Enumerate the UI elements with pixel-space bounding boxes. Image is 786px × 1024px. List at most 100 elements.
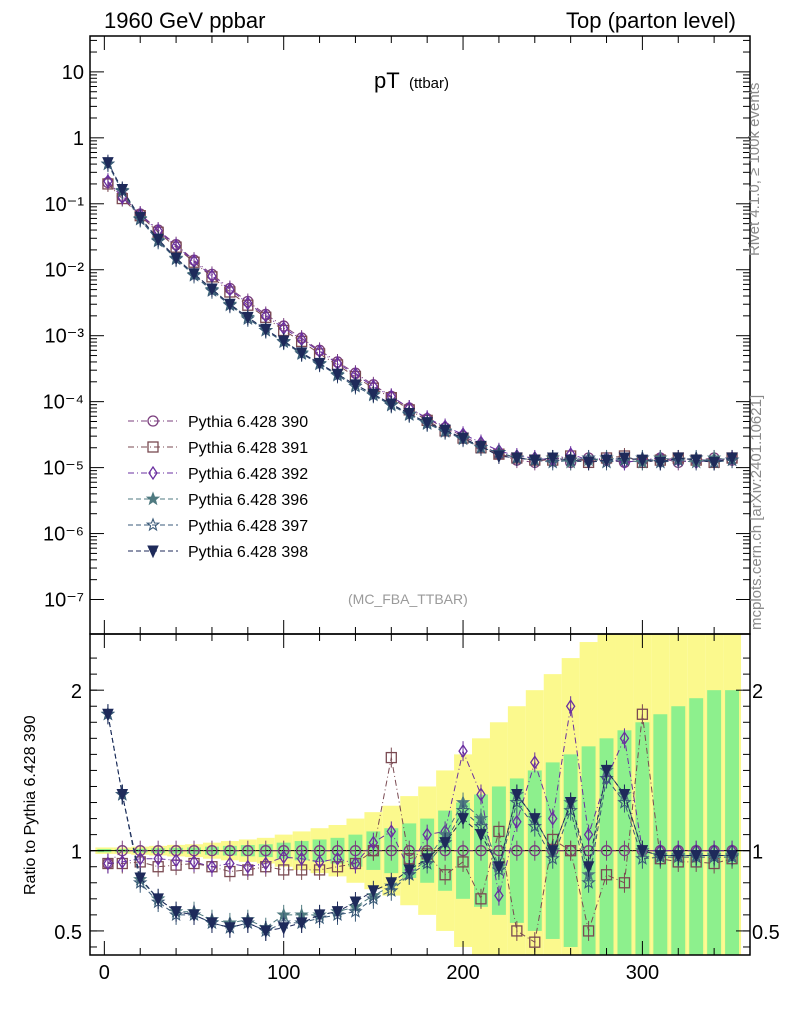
ratio-point	[511, 925, 523, 937]
ratio-point	[242, 845, 254, 857]
ratio-point	[259, 925, 272, 939]
band-inner	[635, 722, 650, 955]
main-ytick-label: 10⁻²	[45, 260, 85, 282]
legend-marker	[145, 517, 161, 532]
ratio-point	[457, 813, 469, 826]
main-point	[259, 323, 272, 337]
ratio-point	[527, 819, 542, 833]
main-point	[331, 368, 344, 382]
legend-marker	[147, 415, 159, 427]
ratio-point	[385, 877, 398, 890]
main-point	[152, 233, 164, 247]
ratio-point	[635, 851, 650, 865]
ratio-point	[457, 856, 469, 868]
main-point	[242, 311, 254, 325]
ratio-point	[385, 845, 397, 857]
ratio-ytick-label: 0.5	[54, 922, 82, 944]
ratio-point	[618, 845, 631, 857]
main-point	[600, 454, 613, 468]
ratio-frame	[89, 633, 751, 956]
band-inner	[689, 698, 704, 955]
side-label-top: Rivet 4.1.0, ≥ 100k events	[746, 82, 763, 256]
ratio-ytick-label-right: 0.5	[752, 922, 780, 944]
ratio-point	[134, 872, 146, 886]
main-point	[636, 454, 649, 468]
ratio-point	[618, 789, 631, 802]
main-point	[116, 183, 129, 197]
ratio-point	[618, 877, 631, 889]
ratio-point	[600, 764, 613, 778]
ratio-point	[386, 824, 397, 839]
ratio-point	[546, 845, 559, 858]
ratio-point	[116, 789, 129, 802]
ratio-point	[493, 825, 505, 838]
main-ytick-label: 10⁻⁵	[43, 458, 84, 480]
axis-ticks: 10 1 10⁻¹ 10⁻² 10⁻³ 10⁻⁴ 10⁻⁵ 10⁻⁶ 10⁻⁷ 2 2 1 1 0.5 0.…	[43, 36, 780, 984]
main-point	[313, 357, 326, 371]
xtick-label: 200	[446, 962, 479, 984]
main-point	[582, 456, 595, 470]
ratio-ytick-label: 2	[71, 681, 82, 703]
main-point	[564, 454, 577, 468]
ratio-point	[421, 853, 433, 866]
ratio-y-axis-label: Ratio to Pythia 6.428 390	[22, 715, 39, 895]
ratio-point	[439, 869, 451, 881]
ratio-point	[564, 797, 577, 810]
ratio-point	[349, 896, 362, 910]
ratio-point	[582, 845, 595, 857]
ratio-point	[530, 755, 540, 770]
main-point	[475, 440, 487, 454]
ratio-point	[563, 802, 578, 817]
main-point	[457, 432, 469, 446]
main-point	[403, 408, 416, 421]
main-point	[654, 456, 667, 470]
ratio-point	[672, 849, 685, 863]
legend-marker	[148, 465, 158, 481]
main-point	[546, 452, 559, 466]
main-point	[529, 454, 541, 468]
legend-label: Pythia 6.428 398	[188, 544, 308, 561]
main-point	[243, 296, 253, 311]
ratio-point	[726, 849, 738, 863]
ratio-point	[617, 794, 632, 809]
legend-marker	[145, 491, 161, 506]
ratio-point	[511, 845, 523, 857]
ratio-point	[314, 854, 325, 870]
ratio-point	[243, 859, 253, 874]
analysis-label: (MC_FBA_TTBAR)	[348, 591, 468, 607]
band-inner	[725, 690, 740, 955]
main-point	[188, 268, 200, 281]
ratio-point	[458, 743, 468, 759]
ratio-point	[153, 851, 163, 866]
ratio-ytick-label-right: 2	[752, 681, 763, 703]
legend-label: Pythia 6.428 390	[188, 414, 308, 431]
ratio-point	[529, 845, 541, 857]
ratio-point	[367, 885, 380, 899]
ratio-point	[509, 794, 525, 809]
ratio-point	[260, 856, 271, 871]
main-point	[690, 454, 702, 468]
ratio-ytick-label: 1	[71, 842, 82, 864]
ratio-point	[117, 854, 128, 870]
ratio-point	[583, 827, 594, 842]
ratio-point	[206, 845, 218, 857]
ratio-point	[350, 856, 361, 871]
main-ytick-label: 10⁻⁴	[43, 392, 84, 414]
header-left: 1960 GeV ppbar	[104, 8, 266, 33]
main-ytick-label: 10⁻⁶	[43, 524, 84, 546]
legend-label: Pythia 6.428 391	[188, 440, 308, 457]
main-ytick-label: 10⁻¹	[45, 194, 85, 216]
ratio-point	[619, 731, 630, 746]
ratio-point	[494, 888, 504, 903]
main-point	[367, 388, 380, 402]
ratio-point	[368, 835, 379, 850]
ratio-ytick-label-right: 1	[752, 842, 763, 864]
main-ytick-label: 10	[62, 62, 84, 84]
ratio-point	[103, 856, 113, 871]
ratio-point	[295, 917, 308, 931]
ratio-point	[152, 893, 164, 907]
ratio-point	[529, 936, 541, 948]
ratio-point	[654, 849, 667, 863]
ratio-point	[422, 827, 432, 842]
